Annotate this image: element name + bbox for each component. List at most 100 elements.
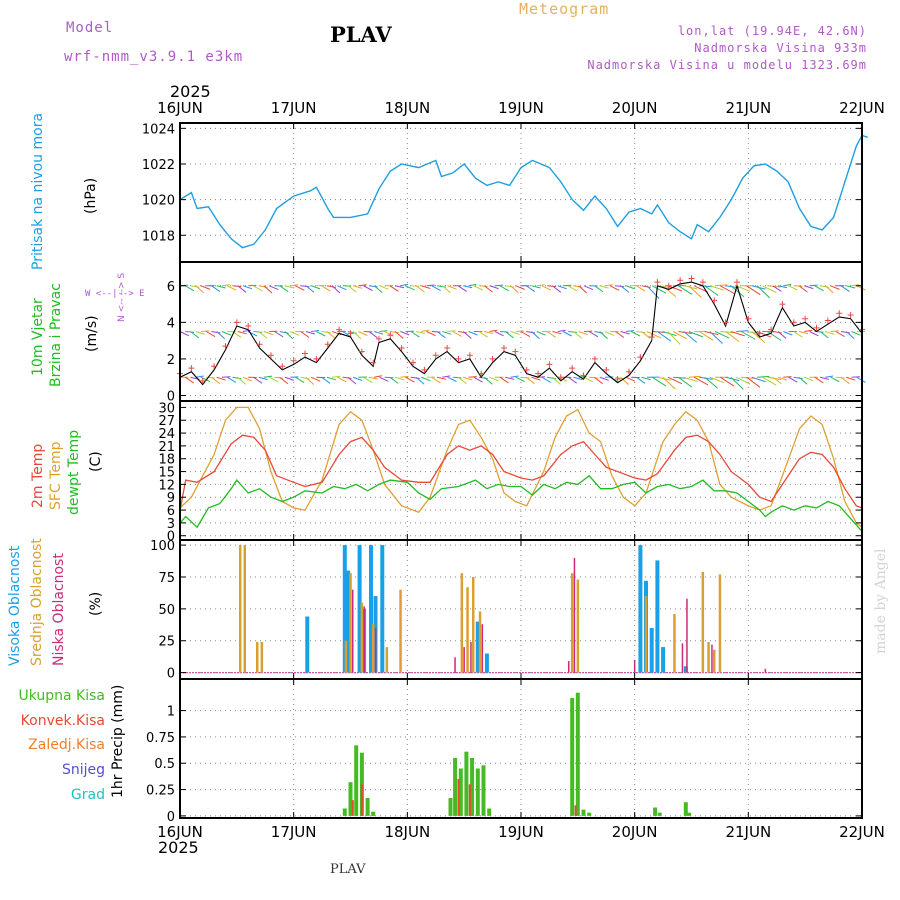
precip-total-bar	[570, 698, 575, 816]
model-label: Model	[66, 20, 114, 36]
wind-arrow	[825, 331, 835, 335]
wind-arrow	[777, 285, 788, 289]
gust-marker	[665, 282, 672, 289]
wind-arrow	[415, 331, 426, 334]
cloud-bar	[573, 557, 576, 673]
cloud-bar	[385, 647, 389, 673]
cloud-bar	[357, 545, 362, 673]
precip-total-bar	[581, 809, 586, 816]
elevation-label: Nadmorska Visina 933m	[694, 41, 867, 55]
wind-arrow	[688, 285, 702, 299]
dewpt-line	[179, 474, 863, 532]
wind-arrow	[389, 331, 399, 334]
wind-arrow	[615, 285, 625, 288]
cloud-bar	[363, 606, 365, 673]
wind-arrow	[410, 376, 420, 379]
wind-arrow	[557, 285, 567, 290]
wind-arrow	[814, 376, 824, 384]
wind-arrow	[457, 331, 467, 334]
wind-arrow	[263, 285, 273, 294]
wind-arrow	[824, 285, 834, 294]
wind-arrow	[263, 331, 274, 336]
precip-conv-bar	[574, 805, 577, 816]
gust-marker	[478, 370, 485, 377]
wind-arrow	[237, 376, 247, 385]
cloud-bar	[478, 611, 482, 673]
cloud-bar	[484, 653, 489, 673]
wind-arrow	[274, 376, 284, 379]
cloud-bar	[239, 545, 242, 673]
date-label-bottom: 21JUN	[725, 823, 771, 841]
pressure-line	[179, 134, 868, 249]
wind-arrow	[410, 285, 420, 287]
gust-marker	[802, 315, 809, 322]
wind-arrow	[662, 376, 676, 390]
wind-arrow	[762, 285, 777, 293]
precip-conv-legend: Konvek.Kisa	[20, 713, 105, 729]
y-tick-label: 1024	[142, 122, 175, 137]
gust-marker	[523, 366, 530, 373]
wind-arrow	[641, 285, 651, 288]
lonlat-label: lon,lat (19.94E, 42.6N)	[677, 24, 867, 38]
wind-arrow	[720, 376, 735, 387]
wind-arrow	[589, 376, 599, 379]
wind-arrow	[499, 331, 509, 333]
wind-arrow	[358, 331, 368, 336]
wind-arrow	[525, 376, 535, 385]
y-tick-label: 100	[150, 539, 175, 554]
wind-arrow	[625, 285, 636, 290]
y-tick-label: 2	[167, 353, 175, 368]
wind-arrow	[715, 284, 728, 287]
wind-arrow	[845, 331, 855, 340]
wind-arrow	[515, 376, 525, 383]
wind-arrow	[184, 285, 195, 292]
y-tick-label: 0	[167, 667, 175, 682]
wind-arrow	[557, 329, 566, 332]
wind-arrow	[494, 284, 504, 287]
wind-arrow	[326, 331, 336, 339]
wind-arrow	[819, 376, 830, 380]
wind-arrow	[851, 376, 860, 378]
wind-arrow	[368, 285, 378, 288]
wind-arrow	[636, 376, 646, 384]
wind-arrow	[300, 331, 310, 338]
wind-arrow	[536, 284, 545, 287]
wind-arrow	[478, 285, 488, 287]
wind-arrow	[468, 283, 477, 287]
wind-arrow	[457, 285, 467, 292]
gust-marker	[358, 348, 365, 355]
wind-arrow	[311, 330, 320, 332]
wind-arrow	[730, 285, 745, 298]
precip-total-bar	[448, 798, 453, 816]
wind-arrow	[798, 285, 808, 293]
y-tick-label: 6	[167, 280, 175, 295]
gust-marker	[444, 344, 451, 351]
wind-arrow	[588, 331, 599, 338]
wind-arrow	[515, 285, 525, 290]
gust-marker	[779, 301, 786, 308]
wind-arrow	[463, 376, 473, 381]
precip-conv-bar	[468, 784, 471, 816]
cloud-bar	[470, 642, 472, 673]
gust-marker	[302, 350, 309, 357]
wind-arrow	[195, 375, 204, 378]
cloud-bar	[661, 647, 666, 673]
wind-arrow	[258, 285, 268, 288]
wind-arrow	[541, 285, 552, 291]
gust-marker	[824, 317, 831, 324]
wind-arrow	[825, 375, 834, 378]
wind-arrow	[678, 376, 693, 388]
wind-arrow	[436, 331, 446, 339]
wind-arrow	[788, 376, 798, 383]
wind-arrow	[342, 331, 352, 338]
compass-we: W <--|--> E	[85, 289, 145, 299]
wind-arrow	[300, 285, 310, 288]
wind-arrow	[447, 330, 456, 332]
wind-arrow	[200, 330, 210, 332]
y-tick-label: 12	[158, 478, 175, 493]
cloud-bar	[360, 602, 364, 673]
date-label-bottom: 19JUN	[498, 823, 544, 841]
wind-arrow	[321, 376, 331, 384]
wind-arrow	[374, 375, 382, 378]
